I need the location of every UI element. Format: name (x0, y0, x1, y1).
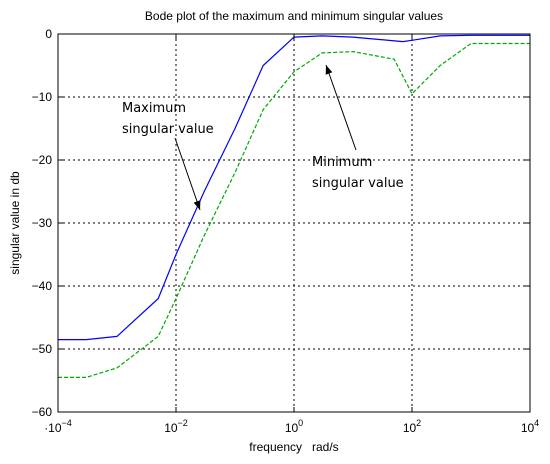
x-tick-label: 104 (521, 418, 539, 435)
y-tick-label: −10 (32, 90, 53, 104)
x-axis-label: frequency rad/s (249, 440, 338, 454)
y-tick-label: −30 (32, 216, 53, 230)
x-tick-label: 102 (403, 418, 421, 435)
series-group (58, 34, 530, 378)
y-axis-label: singular value in db (8, 171, 22, 275)
min-annotation-arrowhead (325, 65, 333, 75)
grid (58, 34, 530, 412)
x-tick-label: ·10−4 (44, 418, 72, 435)
min-annotation-text: Minimum (312, 155, 372, 170)
max-annotation-arrow (174, 137, 201, 211)
max-annotation-arrowhead (193, 200, 201, 210)
max-annotation-text: singular value (122, 122, 214, 137)
min-annotation-arrow (325, 64, 357, 151)
min-singular-value-line (58, 42, 530, 378)
min-annotation-text: singular value (312, 176, 404, 191)
chart-title: Bode plot of the maximum and minimum sin… (145, 9, 443, 23)
y-tick-label: −20 (32, 153, 53, 167)
x-tick-label: 10−2 (164, 418, 188, 435)
y-tick-label: −60 (32, 405, 53, 419)
y-tick-label: 0 (45, 27, 52, 41)
y-tick-label: −50 (32, 342, 53, 356)
max-singular-value-line (58, 34, 530, 341)
x-tick-label: 100 (285, 418, 303, 435)
annotations: Maximum singular value Minimum singular val… (122, 64, 404, 211)
max-annotation-text: Maximum (122, 101, 186, 116)
y-tick-label: −40 (32, 279, 53, 293)
ticks: ·10−4 10−2 100 102 104 0 −10 −20 −30 −40 −50 −60 (32, 27, 540, 435)
